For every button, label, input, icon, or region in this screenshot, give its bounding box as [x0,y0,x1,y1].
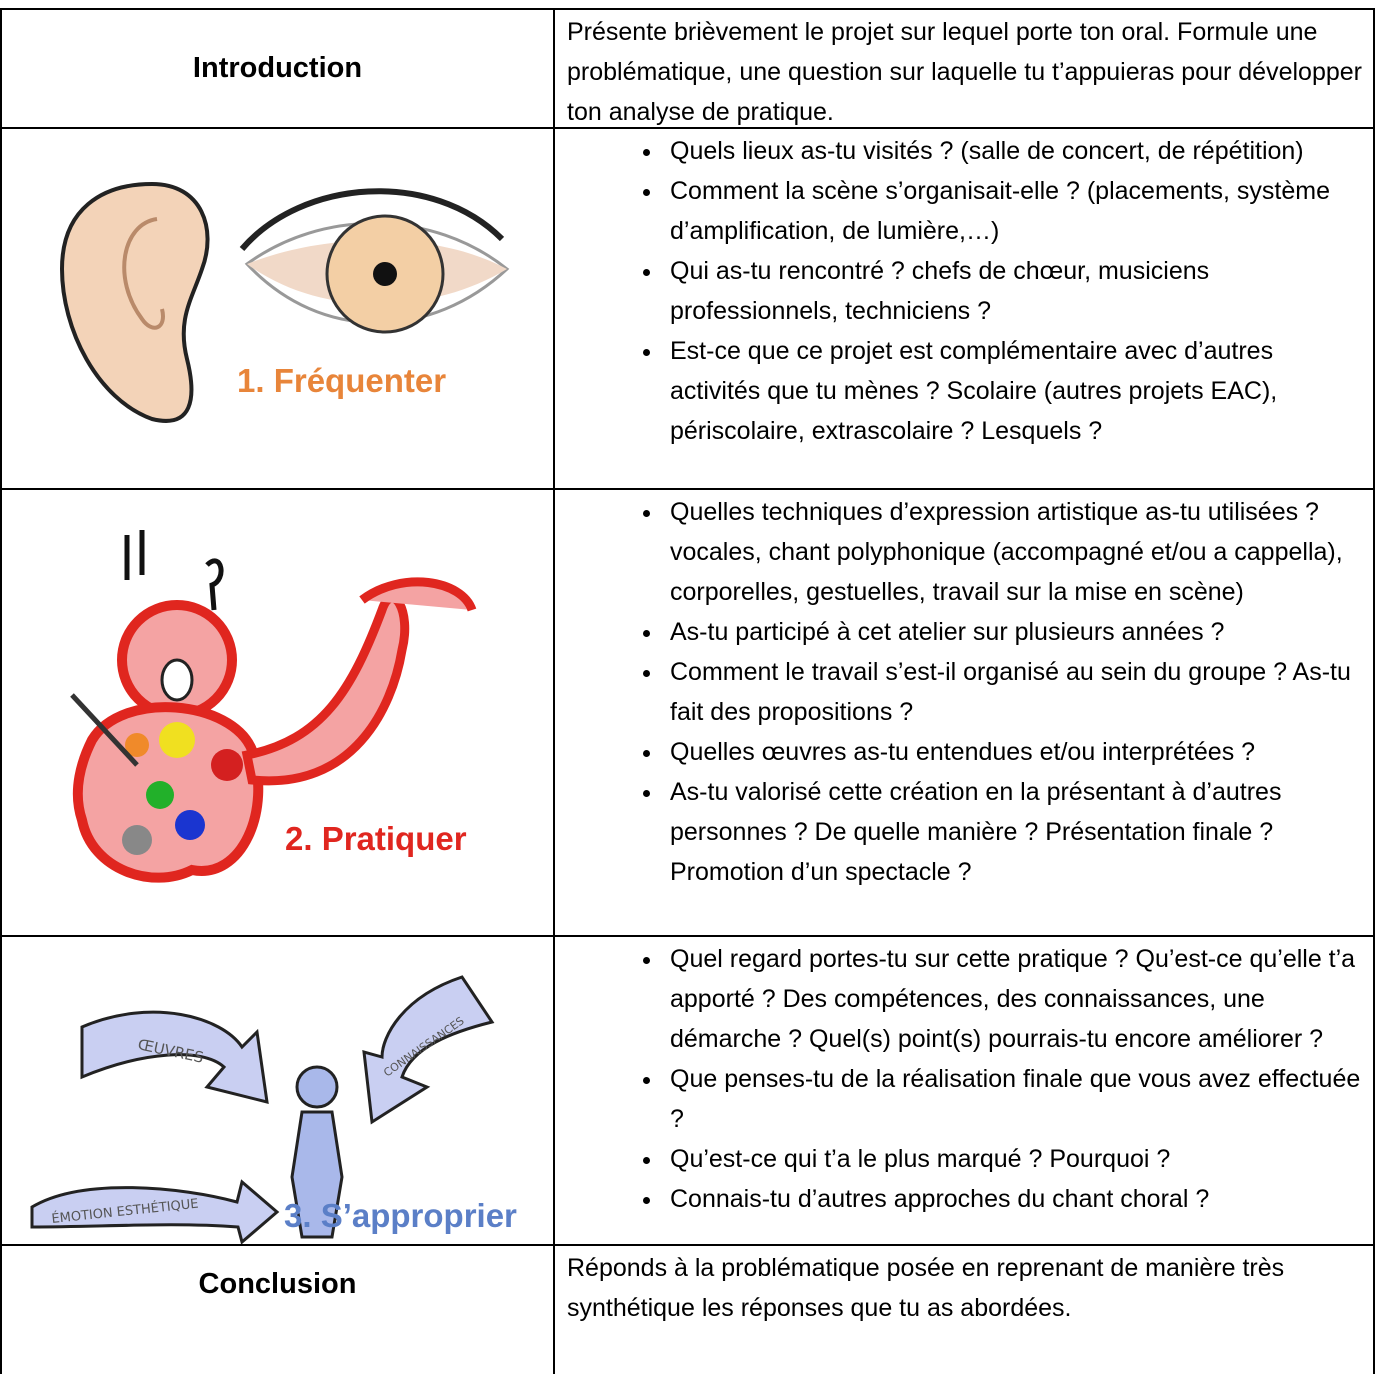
list-item: Quelles techniques d’expression artistiq… [664,492,1365,612]
row: 2. Pratiquer Quelles techniques d’expres… [0,488,1375,935]
palette-drawing [70,530,477,883]
illustration-cell: ŒUVRES CONNAISSANCES ÉMOTION ESTHÉTIQUE … [0,937,555,1244]
list-item: Quels lieux as-tu visités ? (salle de co… [664,131,1365,171]
table: Introduction Présente brièvement le proj… [0,8,1375,1374]
ear-eye-drawing [59,181,510,423]
illustration-cell: 1. Fréquenter [0,129,555,488]
row: Introduction Présente brièvement le proj… [0,8,1375,127]
list-item: Qu’est-ce qui t’a le plus marqué ? Pourq… [664,1139,1365,1179]
row-label: Conclusion [0,1246,555,1374]
bullet-list: Quelles techniques d’expression artistiq… [567,492,1365,892]
arrows-drawing: ŒUVRES CONNAISSANCES ÉMOTION ESTHÉTIQUE [30,975,495,1244]
row-content: Quels lieux as-tu visités ? (salle de co… [555,129,1375,488]
list-item: Est-ce que ce projet est complémentaire … [664,331,1365,451]
list-item: Quel regard portes-tu sur cette pratique… [664,939,1365,1059]
bullet-list: Quels lieux as-tu visités ? (salle de co… [567,131,1365,451]
row-content: Quel regard portes-tu sur cette pratique… [555,937,1375,1244]
row-label: Introduction [0,10,555,127]
section-label: 2. Pratiquer [285,820,467,857]
list-item: Que penses-tu de la réalisation finale q… [664,1059,1365,1139]
list-item: Quelles œuvres as-tu entendues et/ou int… [664,732,1365,772]
list-item: Comment la scène s’organisait-elle ? (pl… [664,171,1365,251]
list-item: As-tu participé à cet atelier sur plusie… [664,612,1365,652]
row: Conclusion Réponds à la problématique po… [0,1244,1375,1374]
row-content: Quelles techniques d’expression artistiq… [555,490,1375,935]
list-item: Connais-tu d’autres approches du chant c… [664,1179,1365,1219]
row: 1. Fréquenter Quels lieux as-tu visités … [0,127,1375,488]
section-label: 1. Fréquenter [237,362,447,399]
illustration-cell: 2. Pratiquer [0,490,555,935]
row-text: Réponds à la problématique posée en repr… [555,1246,1375,1374]
list-item: Comment le travail s’est-il organisé au … [664,652,1365,732]
bullet-list: Quel regard portes-tu sur cette pratique… [567,939,1365,1219]
list-item: As-tu valorisé cette création en la prés… [664,772,1365,892]
row: ŒUVRES CONNAISSANCES ÉMOTION ESTHÉTIQUE … [0,935,1375,1244]
section-label: 3. S’approprier [284,1197,517,1234]
list-item: Qui as-tu rencontré ? chefs de chœur, mu… [664,251,1365,331]
row-text: Présente brièvement le projet sur lequel… [555,10,1375,127]
